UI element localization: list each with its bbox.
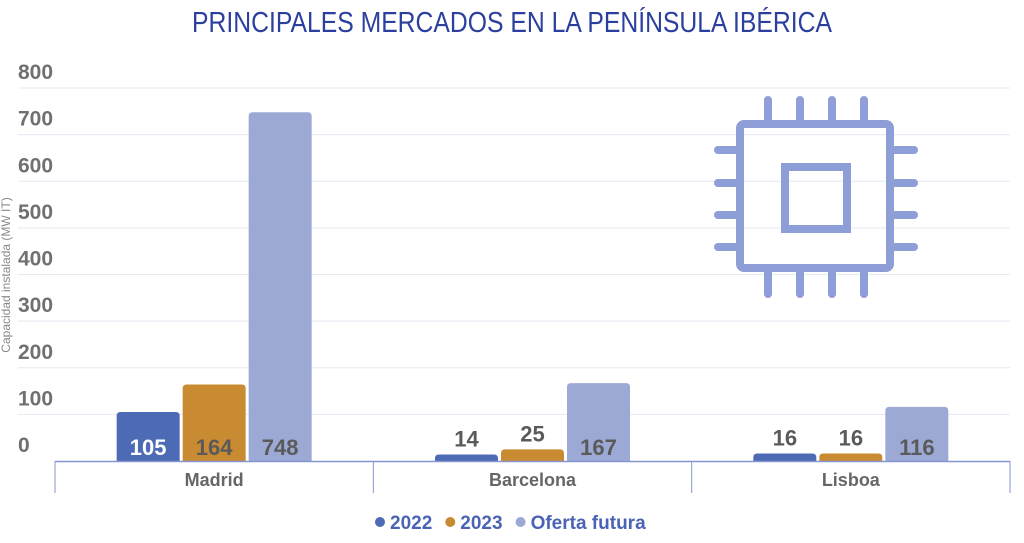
data-label: 748 (262, 435, 299, 460)
y-axis-label: Capacidad instalada (MW IT) (0, 197, 13, 352)
y-tick-label: 600 (18, 154, 53, 177)
legend-label: Oferta futura (531, 513, 647, 534)
data-label: 105 (130, 435, 167, 460)
legend-marker (445, 517, 456, 527)
bar-oferta-futura (248, 112, 312, 462)
bar-2023 (819, 453, 883, 461)
bar-2022 (116, 412, 180, 461)
x-tick-label: Madrid (185, 470, 244, 490)
y-tick-label: 800 (18, 61, 53, 84)
data-label: 14 (454, 426, 479, 451)
y-tick-label: 400 (18, 248, 53, 271)
legend-label: 2022 (390, 513, 432, 534)
microchip-icon (714, 96, 918, 298)
legend-marker (375, 517, 385, 527)
legend-marker (515, 517, 526, 527)
y-tick-label: 300 (18, 294, 53, 317)
y-tick-label: 100 (18, 387, 53, 410)
data-label: 16 (773, 426, 797, 451)
data-label: 167 (580, 435, 617, 460)
data-label: 164 (196, 435, 233, 460)
y-tick-label: 0 (18, 434, 30, 457)
bar-2022 (753, 453, 817, 461)
x-tick-label: Barcelona (489, 470, 577, 490)
bar-oferta-futura (567, 383, 630, 461)
y-tick-label: 500 (18, 201, 53, 224)
bar-oferta-futura (885, 406, 949, 461)
chart-title: PRINCIPALES MERCADOS EN LA PENÍNSULA IBÉ… (192, 6, 833, 39)
y-tick-label: 200 (18, 341, 53, 364)
y-tick-label: 700 (18, 108, 53, 131)
bar-2022 (435, 454, 498, 461)
legend-label: 2023 (460, 513, 502, 534)
data-label: 116 (899, 435, 935, 460)
data-label: 16 (839, 426, 863, 451)
x-tick-label: Lisboa (822, 470, 881, 490)
bar-2023 (501, 449, 564, 461)
bar-2023 (182, 384, 246, 461)
data-label: 25 (520, 421, 544, 446)
